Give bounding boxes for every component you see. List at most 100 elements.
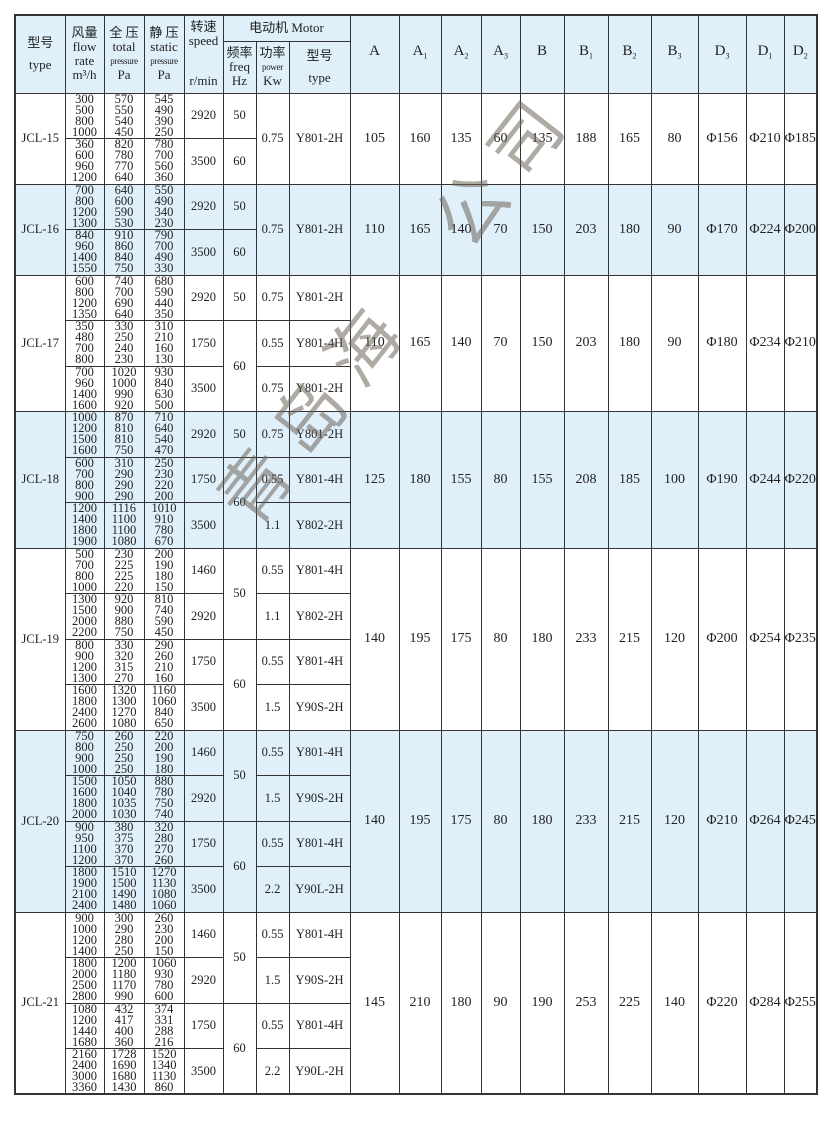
value: 1130 (151, 1069, 177, 1083)
dim-label: D (714, 43, 726, 60)
value: 1600 (72, 785, 97, 800)
total-pressure-values: 740 700 690 640 (103, 275, 145, 321)
value: 260 (154, 648, 174, 663)
value: 331 (154, 1012, 174, 1027)
value: 260 (154, 910, 174, 925)
value: 230 (154, 921, 174, 936)
value: 1050 (111, 774, 137, 789)
power: 1.5 (255, 684, 290, 731)
value: 1200 (72, 204, 97, 219)
value: 2000 (72, 967, 97, 982)
value: 350 (154, 306, 174, 321)
value: 640 (114, 306, 134, 321)
dimension-value: Φ254 (745, 547, 785, 731)
value: 880 (114, 614, 134, 629)
power: 0.75 (255, 92, 290, 185)
header-static-pressure: 静 压 static pressure Pa (143, 14, 185, 94)
dimension-value: 105 (349, 92, 400, 185)
value: 320 (154, 819, 174, 834)
value: 1550 (72, 261, 97, 276)
dimension-value: 215 (607, 729, 652, 913)
motor-type: Y90L-2H (288, 866, 351, 913)
dimension-value: 160 (398, 92, 442, 185)
motor-type: Y801-2H (288, 183, 351, 276)
flow-values: 360 600 960 1200 (64, 137, 105, 185)
value: 840 (114, 250, 134, 265)
static-pressure-values: 710 640 540 470 (143, 410, 185, 458)
value: 900 (75, 819, 94, 834)
value: 375 (114, 830, 134, 845)
power: 0.75 (255, 365, 290, 412)
table-row: JCL-20 750 800 900 1000 260 250 250 250 220 200 190… (14, 729, 818, 913)
value: 280 (114, 932, 134, 947)
dim-label: A (412, 43, 424, 60)
value: 700 (154, 239, 174, 254)
total-pressure-values: 640 600 590 530 (103, 184, 145, 230)
dimension-value: Φ156 (697, 92, 747, 185)
value: 310 (154, 319, 174, 334)
value: 770 (114, 159, 134, 174)
header-power: 功率 power Kw (255, 40, 290, 94)
value: 1300 (72, 592, 97, 607)
motor-type: Y801-4H (288, 320, 351, 367)
static-pressure-values: 1160 1060 840 650 (143, 684, 185, 731)
table-row: 1800 2000 2500 2800 1200 1180 1170 990 1060 930 78… (15, 957, 817, 1004)
value: 2000 (72, 807, 97, 822)
value: 750 (154, 796, 174, 811)
value: 1000 (72, 410, 97, 425)
value: 560 (154, 159, 174, 174)
motor-type: Y802-2H (288, 502, 351, 549)
table-body: JCL-15 300 500 800 1000 570 550 540 450 545 490 390… (14, 92, 818, 1095)
value: 160 (154, 670, 174, 685)
table-row: JCL-19 500 700 800 1000 230 225 225 220 200 190 180… (14, 547, 818, 731)
value: 250 (114, 943, 134, 958)
dimension-value: 180 (519, 547, 565, 731)
static-pressure-values: 880 780 750 740 (143, 775, 185, 822)
dimension-value: 155 (440, 411, 482, 549)
value: 500 (154, 397, 174, 412)
value: 1900 (72, 876, 97, 891)
value: 600 (114, 193, 134, 208)
freq: 60 (222, 229, 257, 276)
value: 750 (114, 625, 134, 640)
value: 210 (154, 330, 174, 345)
value: 230 (114, 352, 134, 367)
value: 340 (154, 204, 174, 219)
speed: 3500 (183, 365, 224, 412)
dimension-value: 233 (563, 547, 609, 731)
dim-label: D (757, 43, 769, 60)
value: 470 (154, 443, 174, 458)
power: 1.5 (255, 957, 290, 1004)
freq: 60 (222, 138, 257, 185)
static-pressure-values: 260 230 200 150 (143, 910, 185, 958)
power: 0.75 (255, 183, 290, 276)
dimension-value: Φ210 (783, 274, 818, 412)
header-dim: B2 (607, 14, 652, 94)
dim-label: B (667, 43, 678, 60)
value: 1180 (111, 967, 137, 982)
value: 490 (154, 193, 174, 208)
static-pressure-values: 790 700 490 330 (143, 229, 185, 276)
value: 1200 (72, 501, 97, 516)
value: 417 (114, 1012, 134, 1027)
dimension-value: Φ180 (697, 274, 747, 412)
dimension-value: 140 (650, 911, 699, 1095)
value: 1430 (111, 1080, 137, 1094)
value: 1500 (111, 876, 137, 891)
header-dim: A3 (480, 14, 521, 94)
value: 360 (75, 137, 94, 152)
value: 710 (154, 410, 174, 425)
value: 180 (154, 568, 174, 583)
table-row: JCL-17 600 800 1200 1350 740 700 690 640 680 590 44… (14, 273, 818, 412)
value: 810 (114, 421, 134, 436)
value: 1340 (151, 1058, 177, 1072)
dimension-value: 140 (349, 729, 400, 913)
value: 780 (114, 148, 134, 163)
total-pressure-values: 310 290 290 290 (103, 457, 145, 503)
total-pressure-values: 1728 1690 1680 1430 (103, 1048, 145, 1095)
value: 600 (75, 273, 94, 288)
power: 1.5 (255, 775, 290, 822)
static-pressure-values: 680 590 440 350 (143, 275, 185, 321)
power: 0.55 (255, 456, 290, 503)
header-motor: 电动机 Motor (222, 14, 351, 42)
